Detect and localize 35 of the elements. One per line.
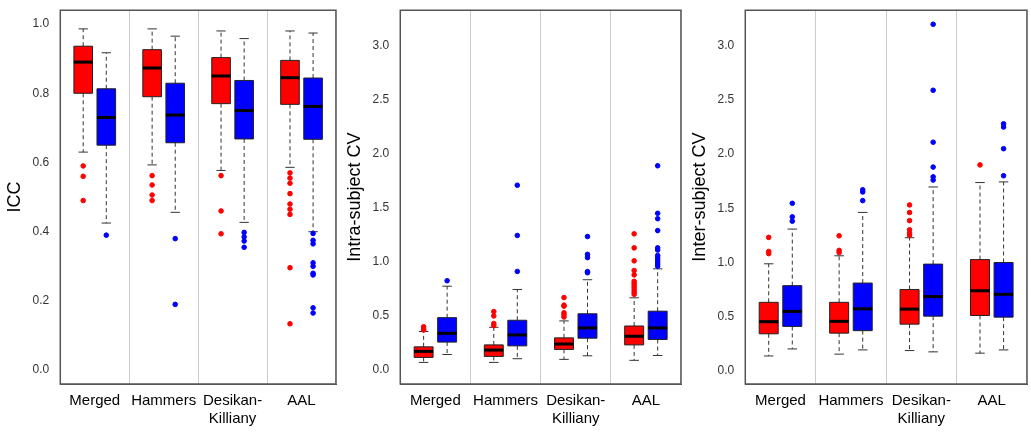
y-tick-label: 0.0: [32, 362, 50, 377]
y-tick-label: 1.0: [32, 16, 50, 31]
y-tick-label: 2.0: [717, 146, 735, 161]
y-tick-label: 0.5: [717, 308, 735, 323]
x-tick-label: Desikan-Killiany: [546, 391, 606, 427]
y-axis-title: Inter-subject CV: [688, 132, 709, 262]
x-tick-label: AAL: [977, 391, 1006, 409]
x-tick-label: Merged: [69, 391, 121, 409]
y-tick-label: 3.0: [717, 38, 735, 53]
x-tick-label: Hammers: [473, 391, 539, 409]
x-tick-label: AAL: [287, 391, 316, 409]
y-tick-label: 3.0: [372, 38, 390, 53]
x-tick-label: Merged: [409, 391, 461, 409]
y-tick-label: 0.8: [32, 85, 50, 100]
y-tick-label: 0.4: [32, 224, 50, 239]
y-tick-label: 1.0: [372, 254, 390, 269]
y-tick-label: 2.5: [717, 92, 735, 107]
y-tick-label: 0.6: [32, 154, 50, 169]
y-tick-label: 2.5: [372, 92, 390, 107]
y-tick-label: 1.5: [717, 200, 735, 215]
y-axis-title: ICC: [3, 181, 24, 213]
x-tick-label: Hammers: [818, 391, 884, 409]
y-axis-title: Intra-subject CV: [343, 132, 364, 262]
y-tick-label: 0.0: [372, 362, 390, 377]
y-tick-label: 1.0: [717, 254, 735, 269]
y-tick-label: 1.5: [372, 200, 390, 215]
x-tick-label: Hammers: [131, 391, 197, 409]
x-tick-label: Merged: [755, 391, 806, 409]
y-tick-label: 0.5: [372, 308, 390, 323]
y-tick-label: 2.0: [372, 146, 390, 161]
y-tick-label: 0.2: [32, 293, 50, 308]
x-tick-label: AAL: [631, 391, 661, 409]
y-tick-label: 0.0: [717, 362, 735, 377]
x-tick-label: Desikan-Killiany: [891, 391, 951, 427]
x-tick-label: Desikan-Killiany: [203, 391, 263, 427]
